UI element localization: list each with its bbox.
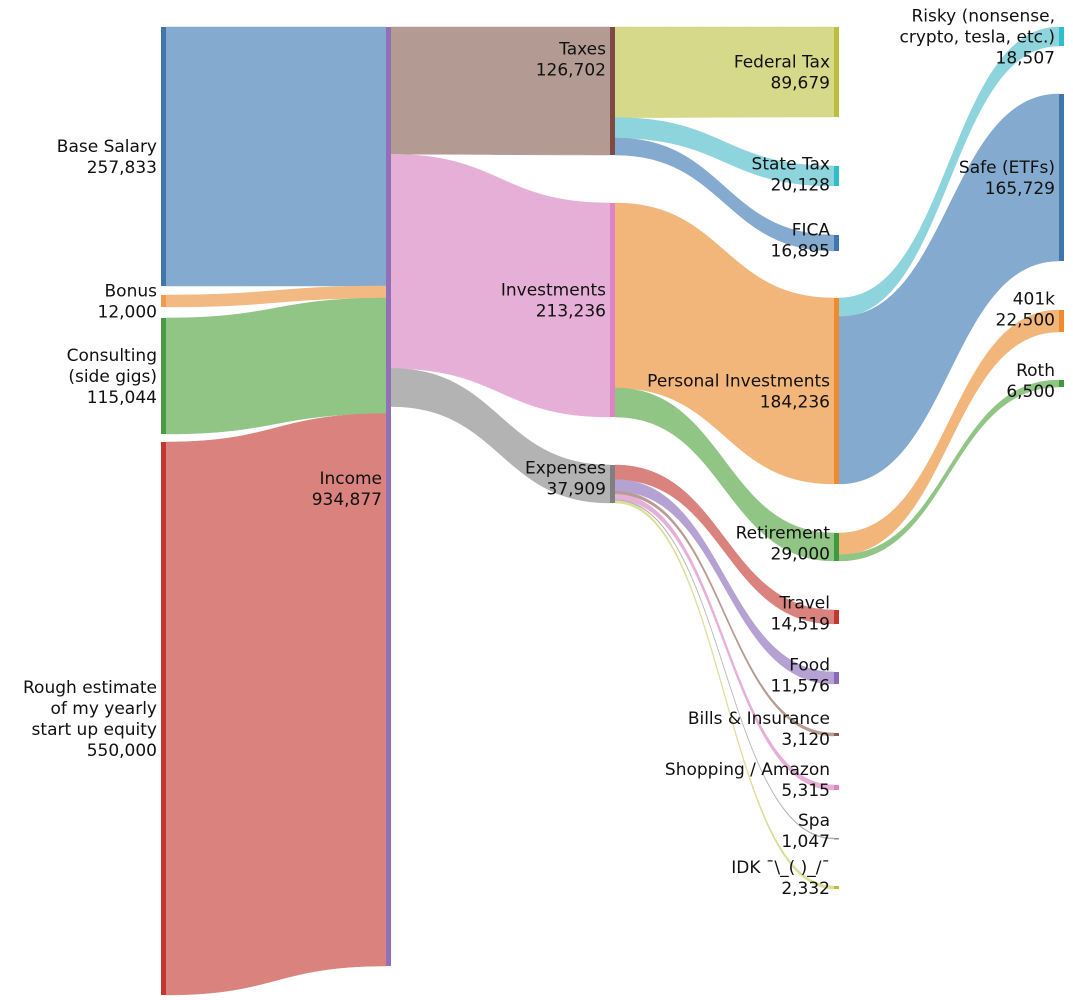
label-personal_inv: Personal Investments 184,236 xyxy=(647,372,830,413)
label-roth: Roth 6,500 xyxy=(1006,361,1055,402)
label-equity: Rough estimate of my yearly start up equit… xyxy=(23,678,157,761)
link-base_salary-to-income xyxy=(165,26,387,287)
label-fica: FICA 16,895 xyxy=(771,221,831,262)
label-bills: Bills & Insurance 3,120 xyxy=(688,709,830,750)
label-spa: Spa 1,047 xyxy=(781,811,830,852)
link-expenses-to-food xyxy=(614,479,835,685)
node-expenses xyxy=(610,465,615,503)
label-idk: IDK ¯\_( )_/¯ 2,332 xyxy=(731,858,830,899)
label-investments: Investments 213,236 xyxy=(501,281,606,322)
node-equity xyxy=(161,442,166,995)
node-state_tax xyxy=(834,166,839,186)
node-travel xyxy=(834,610,839,624)
node-bills xyxy=(834,733,839,736)
node-bonus xyxy=(161,295,166,307)
label-shopping: Shopping / Amazon 5,315 xyxy=(665,760,830,801)
label-base_salary: Base Salary 257,833 xyxy=(57,137,157,178)
label-taxes: Taxes 126,702 xyxy=(536,40,606,81)
label-food: Food 11,576 xyxy=(771,656,830,697)
label-income: Income 934,877 xyxy=(312,469,382,510)
node-safe xyxy=(1059,94,1064,261)
node-retirement xyxy=(834,533,839,561)
label-k401: 401k 22,500 xyxy=(996,290,1056,331)
node-idk xyxy=(834,886,839,889)
node-income xyxy=(386,27,391,966)
label-travel: Travel 14,519 xyxy=(771,594,830,635)
sankey-links xyxy=(165,26,1060,996)
node-fica xyxy=(834,235,839,251)
node-base_salary xyxy=(161,27,166,286)
label-state_tax: State Tax 20,128 xyxy=(752,155,830,196)
label-safe: Safe (ETFs) 165,729 xyxy=(959,158,1055,199)
label-expenses: Expenses 37,909 xyxy=(525,459,606,500)
sankey-nodes xyxy=(161,27,1064,995)
label-consulting: Consulting (side gigs) 115,044 xyxy=(67,346,157,408)
node-risky xyxy=(1059,27,1064,46)
node-investments xyxy=(610,203,615,417)
node-roth xyxy=(1059,380,1064,387)
label-risky: Risky (nonsense, crypto, tesla, etc.) 18,5… xyxy=(900,7,1056,69)
node-personal_inv xyxy=(834,298,839,484)
node-shopping xyxy=(834,785,839,790)
label-retirement: Retirement 29,000 xyxy=(736,524,831,565)
sankey-labels: Base Salary 257,833 Bonus 12,000 Consulting(… xyxy=(23,7,1055,900)
node-consulting xyxy=(161,318,166,434)
label-federal_tax: Federal Tax 89,679 xyxy=(734,53,830,94)
link-consulting-to-income xyxy=(165,297,387,435)
node-food xyxy=(834,672,839,684)
node-federal_tax xyxy=(834,27,839,117)
node-spa xyxy=(834,838,839,840)
node-taxes xyxy=(610,27,615,155)
node-k401 xyxy=(1059,310,1064,332)
label-bonus: Bonus 12,000 xyxy=(98,282,158,323)
